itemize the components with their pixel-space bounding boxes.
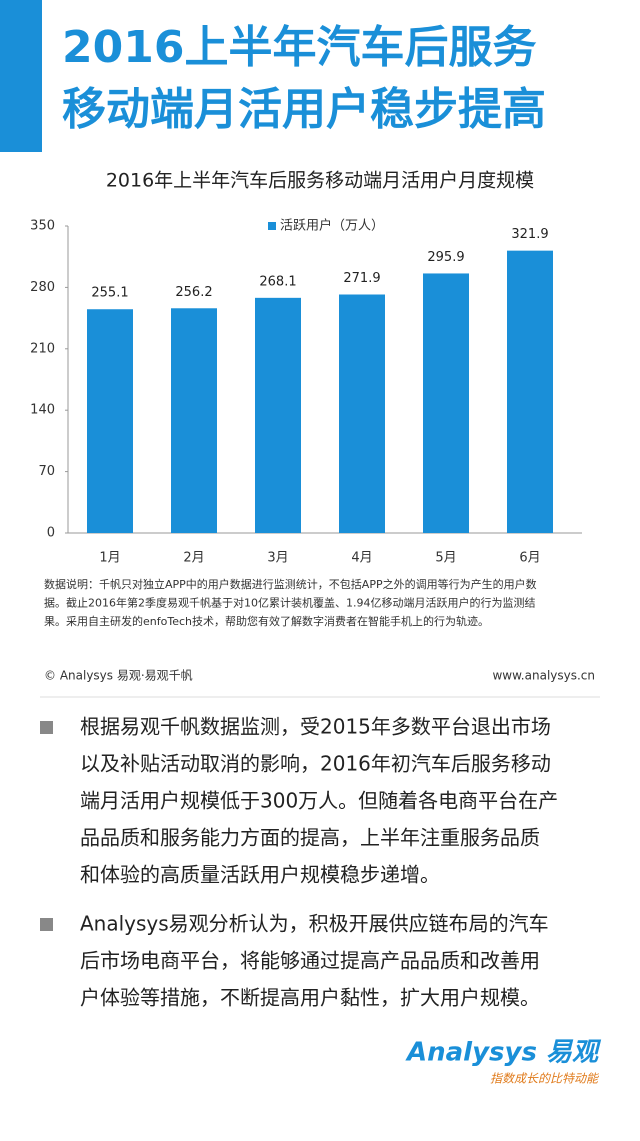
x-tick-label: 5月 [435,551,456,566]
value-label: 256.2 [175,285,212,300]
note: 据。截止2016年第2季度易观千帆基于对10亿累计装机覆盖、1.94亿移动端月活… [44,596,535,610]
website: www.analysys.cn [492,669,595,683]
bullet-text: 根据易观千帆数据监测，受2015年多数平台退出市场 [80,715,551,739]
bar [87,309,133,533]
legend-marker [268,222,276,230]
bullet-text: 以及补贴活动取消的影响，2016年初汽车后服务移动 [80,752,551,776]
value-label: 295.9 [427,250,464,265]
chart-title: 2016年上半年汽车后服务移动端月活用户月度规模 [106,170,534,192]
bullet-text: 品品质和服务能力方面的提高，上半年注重服务品质 [80,826,540,850]
bar [339,294,385,533]
value-label: 271.9 [343,271,380,286]
x-tick-label: 3月 [267,551,288,566]
bullet-text: 户体验等措施，不断提高用户黏性，扩大用户规模。 [80,986,540,1010]
x-tick-label: 6月 [519,551,540,566]
logo-slogan: 指数成长的比特动能 [490,1072,600,1086]
header-bar [0,0,42,152]
header-title: 移动端月活用户稳步提高 [62,84,546,135]
value-label: 268.1 [259,274,296,289]
x-tick-label: 2月 [183,551,204,566]
bullet-text: Analysys易观分析认为，积极开展供应链布局的汽车 [80,912,549,936]
x-tick-label: 1月 [99,551,120,566]
note: 数据说明：千帆只对独立APP中的用户数据进行监测统计，不包括APP之外的调用等行… [44,577,537,591]
y-tick-label: 280 [30,280,55,295]
source: © Analysys 易观·易观千帆 [44,668,193,683]
bullet-text: 和体验的高质量活跃用户规模稳步递增。 [80,863,440,887]
y-tick-label: 350 [30,219,55,234]
bullet-text: 端月活用户规模低于300万人。但随着各电商平台在产 [80,789,558,813]
value-label: 255.1 [91,286,128,301]
header-title: 2016上半年汽车后服务 [62,22,536,73]
bullet-marker [40,721,53,734]
bar [423,273,469,533]
value-label: 321.9 [511,227,548,242]
legend-label: 活跃用户（万人） [280,218,384,234]
bar [171,308,217,533]
x-tick-label: 4月 [351,551,372,566]
y-tick-label: 140 [30,403,55,418]
y-tick-label: 70 [38,464,55,479]
logo: Analysys 易观 [405,1038,602,1068]
y-tick-label: 0 [47,526,55,541]
bullet-marker [40,918,53,931]
note: 果。采用自主研发的enfoTech技术，帮助您有效了解数字消费者在智能手机上的行… [44,614,489,628]
bar [507,250,553,534]
bar [255,297,301,533]
y-tick-label: 210 [30,341,55,356]
bullet-text: 后市场电商平台，将能够通过提高产品品质和改善用 [80,949,540,973]
